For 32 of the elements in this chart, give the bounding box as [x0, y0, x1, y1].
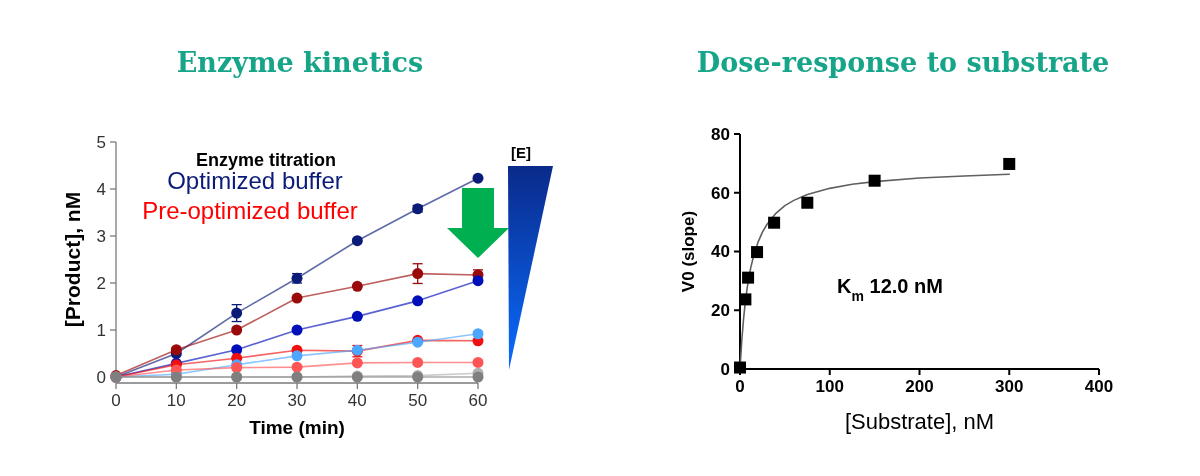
x-tick-label: 0: [111, 391, 121, 410]
y-tick-label: 1: [96, 320, 106, 340]
y-tick-label: 5: [96, 132, 106, 152]
x-tick-label: 30: [287, 391, 307, 410]
x-tick-label: 40: [347, 391, 367, 410]
x-tick-label: 300: [995, 377, 1024, 396]
y-tick-label: 80: [711, 124, 730, 144]
x-tick-label: 400: [1084, 377, 1114, 396]
y-tick-label: 3: [96, 226, 106, 246]
x-tick-label: 100: [815, 377, 844, 396]
x-tick-label: 200: [905, 377, 934, 396]
chart-subtitle: Enzyme titration: [195, 150, 337, 170]
y-axis-title: V0 (slope): [679, 210, 698, 293]
y-tick-label: 20: [711, 301, 730, 321]
x-tick-label: 20: [227, 391, 247, 410]
x-tick-label: 10: [166, 391, 186, 410]
x-tick-label: 60: [468, 391, 488, 410]
x-axis-title: Time (min): [249, 417, 345, 438]
y-tick-label: 4: [96, 179, 106, 199]
y-tick-label: 0: [720, 359, 730, 379]
x-axis-title: [Substrate], nM: [844, 409, 995, 434]
y-tick-label: 40: [711, 242, 730, 262]
chart-title: Enzyme kinetics: [176, 47, 424, 78]
text: [E]: [511, 144, 531, 161]
y-axis-title: [Product], nM: [61, 191, 84, 328]
chart-title: Dose-response to substrate: [696, 47, 1110, 78]
x-tick-label: 0: [735, 377, 745, 396]
y-tick-label: 2: [96, 273, 106, 293]
y-tick-label: 60: [711, 183, 730, 203]
annotation: Pre-optimized buffer: [142, 197, 358, 224]
x-tick-label: 50: [408, 391, 428, 410]
annotation: K$_{m}$ 12.0 nM: [837, 275, 943, 304]
